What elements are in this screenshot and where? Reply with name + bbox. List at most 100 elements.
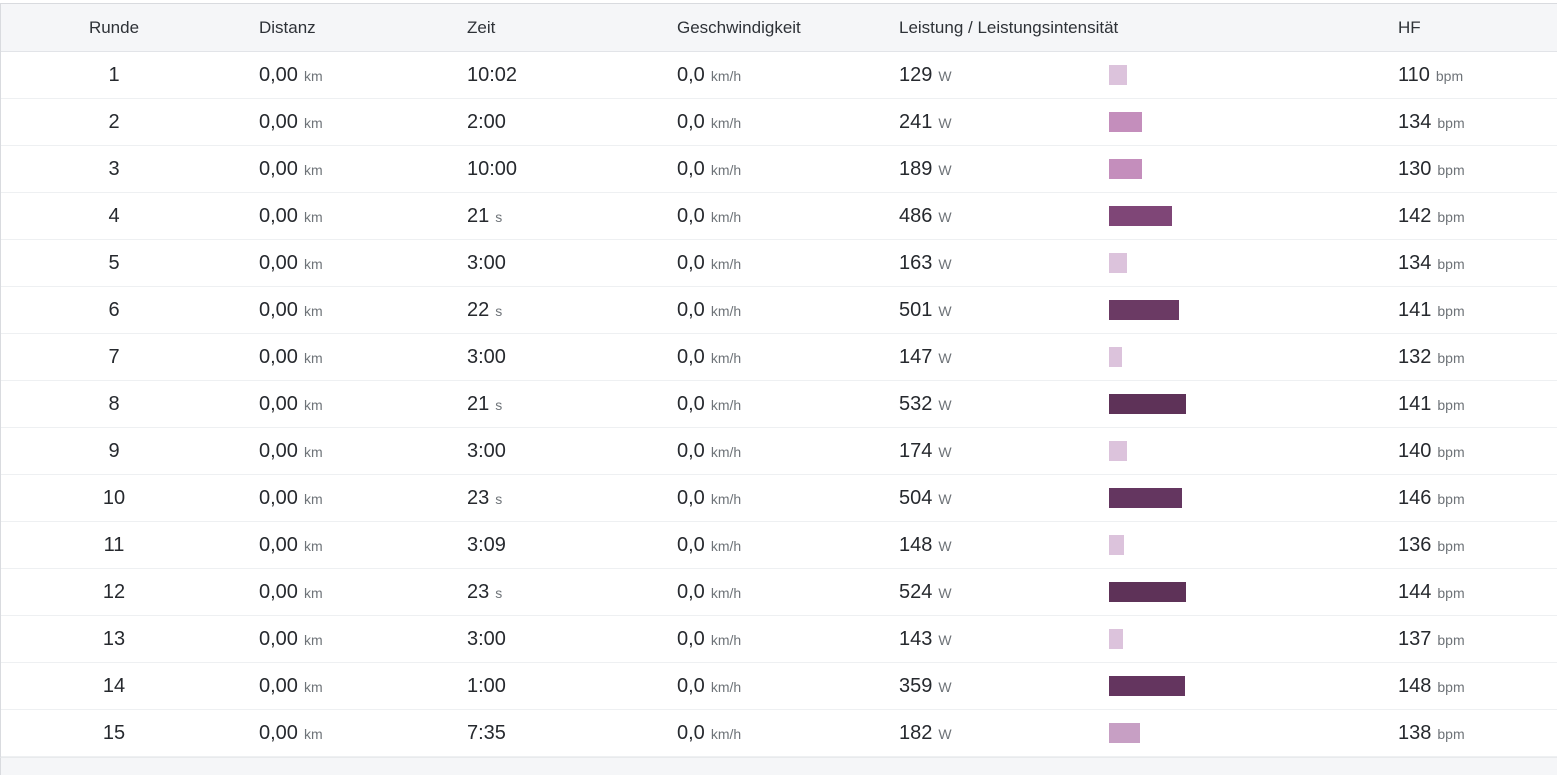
distance-unit: km: [303, 302, 323, 319]
distance-value: 0,00: [259, 533, 298, 556]
distance-unit: km: [303, 490, 323, 507]
lap-row[interactable]: 13 0,00 km 3:00 0,0 km/h 143 W 137 bpm: [1, 616, 1557, 663]
lap-row[interactable]: 5 0,00 km 3:00 0,0 km/h 163 W 134 bpm: [1, 240, 1557, 287]
power-unit: W: [938, 396, 952, 413]
power-value: 524: [899, 580, 933, 603]
time-unit: s: [495, 208, 503, 225]
lap-row[interactable]: 14 0,00 km 1:00 0,0 km/h 359 W 148 bpm: [1, 663, 1557, 710]
distance-value: 0,00: [259, 204, 298, 227]
heart-rate-value: 141: [1398, 298, 1432, 321]
lap-row[interactable]: 7 0,00 km 3:00 0,0 km/h 147 W 132 bpm: [1, 334, 1557, 381]
power-value: 359: [899, 674, 933, 697]
lap-number: 4: [108, 204, 120, 227]
speed-value: 0,0: [677, 345, 705, 368]
speed-value: 0,0: [677, 110, 705, 133]
heart-rate-value: 130: [1398, 157, 1432, 180]
time-value: 3:00: [467, 439, 506, 462]
lap-row[interactable]: 6 0,00 km 22 s 0,0 km/h 501 W 141 bpm: [1, 287, 1557, 334]
speed-unit: km/h: [710, 114, 742, 131]
time-value: 3:00: [467, 345, 506, 368]
header-lap: Runde: [88, 17, 140, 37]
header-speed: Geschwindigkeit: [677, 17, 801, 37]
heart-rate-value: 110: [1398, 63, 1430, 86]
heart-rate-value: 134: [1398, 251, 1432, 274]
lap-row[interactable]: 1 0,00 km 10:02 0,0 km/h 129 W 110 bpm: [1, 52, 1557, 99]
heart-rate-value: 140: [1398, 439, 1432, 462]
lap-number: 1: [108, 63, 120, 86]
power-value: 148: [899, 533, 933, 556]
lap-number: 14: [102, 674, 126, 697]
power-unit: W: [938, 678, 952, 695]
distance-unit: km: [303, 255, 323, 272]
speed-value: 0,0: [677, 157, 705, 180]
distance-value: 0,00: [259, 580, 298, 603]
time-value: 21: [467, 392, 490, 415]
power-unit: W: [938, 208, 952, 225]
speed-unit: km/h: [710, 208, 742, 225]
lap-row[interactable]: 4 0,00 km 21 s 0,0 km/h 486 W 142 bpm: [1, 193, 1557, 240]
heart-rate-unit: bpm: [1437, 490, 1465, 507]
heart-rate-unit: bpm: [1437, 255, 1465, 272]
power-unit: W: [938, 537, 952, 554]
speed-value: 0,0: [677, 721, 705, 744]
heart-rate-value: 144: [1398, 580, 1432, 603]
power-value: 241: [899, 110, 933, 133]
distance-value: 0,00: [259, 298, 298, 321]
lap-row[interactable]: 12 0,00 km 23 s 0,0 km/h 524 W 144 bpm: [1, 569, 1557, 616]
lap-row[interactable]: 15 0,00 km 7:35 0,0 km/h 182 W 138 bpm: [1, 710, 1557, 757]
lap-number: 8: [108, 392, 120, 415]
power-unit: W: [938, 725, 952, 742]
distance-value: 0,00: [259, 110, 298, 133]
speed-unit: km/h: [710, 349, 742, 366]
heart-rate-unit: bpm: [1437, 349, 1465, 366]
power-intensity-bar: [1109, 300, 1179, 320]
time-value: 10:00: [467, 157, 518, 180]
distance-value: 0,00: [259, 157, 298, 180]
lap-row[interactable]: 11 0,00 km 3:09 0,0 km/h 148 W 136 bpm: [1, 522, 1557, 569]
distance-value: 0,00: [259, 486, 298, 509]
lap-row[interactable]: 9 0,00 km 3:00 0,0 km/h 174 W 140 bpm: [1, 428, 1557, 475]
lap-number: 5: [108, 251, 120, 274]
distance-value: 0,00: [259, 627, 298, 650]
power-intensity-bar: [1109, 65, 1127, 85]
time-value: 22: [467, 298, 490, 321]
time-value: 7:35: [467, 721, 506, 744]
time-unit: s: [495, 396, 503, 413]
power-value: 532: [899, 392, 933, 415]
distance-unit: km: [303, 725, 323, 742]
power-unit: W: [938, 302, 952, 319]
power-value: 504: [899, 486, 933, 509]
speed-value: 0,0: [677, 533, 705, 556]
heart-rate-unit: bpm: [1437, 114, 1465, 131]
heart-rate-unit: bpm: [1435, 67, 1464, 84]
speed-unit: km/h: [710, 255, 742, 272]
speed-unit: km/h: [710, 678, 742, 695]
heart-rate-unit: bpm: [1437, 678, 1465, 695]
lap-row[interactable]: 8 0,00 km 21 s 0,0 km/h 532 W 141 bpm: [1, 381, 1557, 428]
distance-unit: km: [303, 396, 323, 413]
power-unit: W: [938, 255, 952, 272]
power-unit: W: [938, 161, 952, 178]
lap-row[interactable]: 2 0,00 km 2:00 0,0 km/h 241 W 134 bpm: [1, 99, 1557, 146]
header-distance: Distanz: [259, 17, 316, 37]
heart-rate-unit: bpm: [1437, 208, 1465, 225]
distance-unit: km: [303, 349, 323, 366]
power-unit: W: [938, 114, 952, 131]
power-value: 486: [899, 204, 933, 227]
lap-row[interactable]: 3 0,00 km 10:00 0,0 km/h 189 W 130 bpm: [1, 146, 1557, 193]
lap-row[interactable]: 10 0,00 km 23 s 0,0 km/h 504 W 146 bpm: [1, 475, 1557, 522]
table-footer-bar: [0, 757, 1557, 775]
speed-value: 0,0: [677, 486, 705, 509]
header-heart-rate: HF: [1398, 17, 1421, 37]
power-value: 163: [899, 251, 933, 274]
time-value: 23: [467, 580, 490, 603]
power-unit: W: [938, 490, 952, 507]
power-value: 143: [899, 627, 933, 650]
heart-rate-value: 132: [1398, 345, 1432, 368]
power-intensity-bar: [1109, 582, 1186, 602]
time-value: 3:00: [467, 627, 506, 650]
power-intensity-bar: [1109, 629, 1123, 649]
time-value: 23: [467, 486, 490, 509]
heart-rate-value: 148: [1398, 674, 1432, 697]
lap-number: 3: [108, 157, 120, 180]
